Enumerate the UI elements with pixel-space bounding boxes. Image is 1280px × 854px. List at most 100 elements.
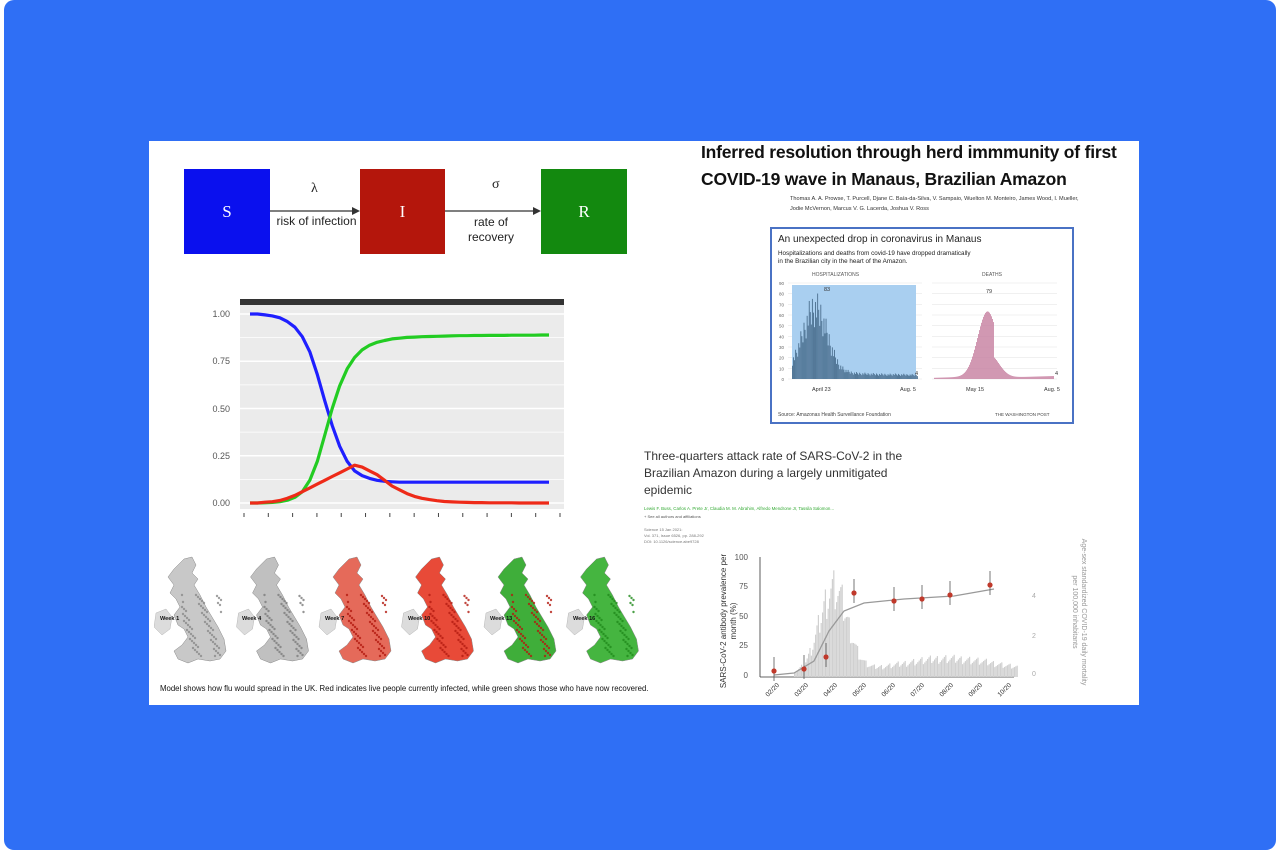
map-dot — [379, 637, 383, 641]
wapo-hosp-bar — [824, 333, 826, 379]
wapo-death-bar — [936, 377, 937, 379]
wapo-hosp-bar — [865, 373, 867, 379]
map-dot — [437, 632, 440, 636]
wapo-hosp-bar — [820, 304, 822, 379]
map-dot — [511, 600, 515, 604]
map-dot — [286, 620, 289, 624]
wapo-death-bar — [1006, 372, 1007, 379]
wapo-death-bar — [965, 371, 966, 379]
wapo-death-bar — [1048, 376, 1049, 379]
wapo-y-tick: 80 — [779, 292, 785, 297]
serology-mortality-bar — [934, 659, 936, 677]
map-dot — [520, 639, 524, 643]
wapo-hosp-bar — [893, 375, 895, 379]
map-dot — [297, 649, 300, 653]
paper1-title-line1: Inferred resolution through herd immmuni… — [701, 142, 1117, 162]
wapo-death-bar — [1047, 376, 1048, 379]
wapo-y-tick: 10 — [779, 366, 785, 371]
map-dot — [511, 612, 515, 616]
map-dot — [435, 618, 438, 622]
map-dot — [445, 602, 448, 606]
serology-mortality-bar — [901, 663, 903, 677]
map-dot — [213, 642, 217, 646]
wapo-death-bar — [1000, 365, 1001, 379]
wapo-hosp-bar — [850, 371, 852, 379]
wapo-hosp-bar — [818, 309, 820, 379]
map-dot — [215, 644, 219, 648]
map-dot — [197, 602, 201, 606]
map-dot — [265, 607, 268, 611]
map-dot — [510, 605, 514, 609]
wapo-hosp-bar — [827, 345, 829, 379]
serology-mortality-bar — [987, 665, 989, 677]
wapo-death-bar — [1020, 376, 1021, 379]
map-dot — [444, 645, 447, 649]
paper1-authors-line2: Jodie McVernon, Marcus V. G. Lacerda, Jo… — [790, 206, 929, 212]
map-dot — [380, 594, 384, 598]
serology-x-tick: 03/20 — [793, 682, 810, 699]
serology-mortality-bar — [988, 664, 990, 677]
map-dot — [361, 595, 365, 599]
map-dot — [439, 646, 442, 650]
map-dot — [214, 637, 218, 641]
map-dot — [594, 612, 597, 616]
serology-mortality-bar — [948, 661, 950, 677]
map-dot — [283, 599, 286, 603]
map-dot — [359, 593, 363, 597]
map-dot — [518, 637, 522, 641]
wapo-hosp-bar — [879, 373, 881, 379]
serology-mortality-bar — [991, 662, 993, 677]
serology-mortality-bar — [967, 658, 969, 677]
series-line — [250, 312, 549, 484]
map-dot — [263, 605, 266, 609]
map-dot — [294, 628, 297, 632]
map-dot — [602, 632, 605, 636]
map-dot — [208, 619, 212, 623]
wapo-hosp-bar — [864, 372, 866, 379]
map-dot — [182, 607, 186, 611]
map-dot — [524, 593, 528, 597]
map-dot — [185, 616, 189, 620]
uk-map — [566, 556, 639, 664]
wapo-death-bar — [941, 377, 942, 379]
map-dot — [609, 645, 612, 649]
wapo-hosp-bar — [868, 374, 870, 379]
wapo-death-bar — [956, 376, 957, 379]
wapo-death-bar — [951, 377, 952, 379]
map-dot — [598, 628, 601, 632]
map-dot — [345, 605, 349, 609]
serology-mortality-bar — [946, 663, 948, 677]
wapo-death-bar — [1015, 376, 1016, 379]
map-dot — [357, 641, 361, 645]
wapo-hosp-bar — [901, 374, 903, 379]
map-dot — [515, 616, 519, 620]
blue-background: S I R λ risk of infection σ rate of reco… — [4, 0, 1276, 850]
serology-y-tick: 75 — [739, 582, 748, 591]
wapo-death-bar — [983, 316, 984, 379]
map-dot — [185, 628, 189, 632]
map-dot — [595, 607, 598, 611]
map-dot — [534, 615, 538, 619]
paper2-title-line3: epidemic — [644, 483, 693, 497]
serology-mortality-bar — [838, 590, 840, 677]
serology-x-tick: 02/20 — [764, 682, 781, 699]
serology-mortality-bar — [852, 642, 854, 677]
wapo-hosp-bar — [830, 355, 832, 379]
serology-y-tick: 50 — [739, 612, 748, 621]
serology-mortality-bar — [798, 668, 800, 677]
map-dot — [382, 646, 386, 650]
wapo-y-tick: 0 — [781, 377, 784, 382]
paper2-see-all[interactable]: + See all authors and affiliations — [644, 514, 701, 519]
wapo-hosp-bar — [815, 301, 816, 379]
wapo-death-bar — [1038, 376, 1039, 379]
serology-mortality-bar — [857, 645, 859, 677]
serology-mortality-bar — [882, 669, 884, 677]
map-dot — [212, 635, 216, 639]
serology-mortality-bar — [894, 664, 896, 677]
paper2-meta3: DOI: 10.1126/science.abe9728 — [644, 539, 699, 544]
map-dot — [206, 629, 210, 633]
wapo-hosp-bar — [808, 300, 810, 379]
map-dot — [215, 594, 219, 598]
map-dot — [452, 615, 455, 619]
wapo-death-bar — [973, 353, 974, 379]
